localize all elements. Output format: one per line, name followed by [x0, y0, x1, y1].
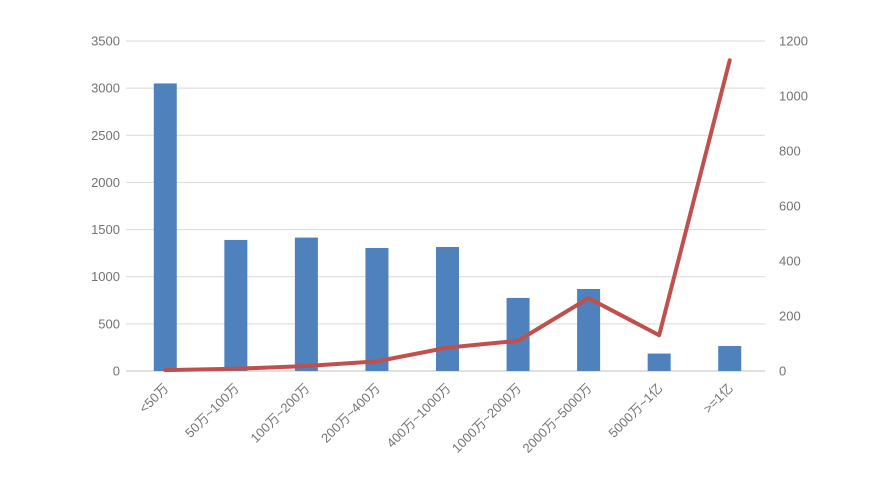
y-axis-left-tick-label: 1500: [91, 222, 120, 237]
x-axis-label: 2000万~5000万: [519, 381, 594, 456]
x-axis-label: 100万~200万: [247, 381, 312, 446]
bar: [577, 288, 601, 371]
bar: [718, 346, 742, 371]
bar: [647, 353, 671, 371]
y-axis-right-tick-label: 600: [779, 199, 801, 214]
y-axis-right-tick-label: 400: [779, 254, 801, 269]
y-axis-left-tick-label: 0: [113, 364, 120, 379]
y-axis-left-tick-label: 500: [98, 316, 120, 331]
x-axis-label: 400万~1000万: [383, 381, 453, 451]
y-axis-left-tick-label: 3500: [91, 34, 120, 49]
x-axis-label: 200万~400万: [318, 381, 383, 446]
bar: [224, 239, 248, 371]
trend-line: [163, 58, 732, 373]
x-axis-label: 1000万~2000万: [449, 381, 524, 456]
y-axis-left-tick-label: 2000: [91, 175, 120, 190]
y-axis-right-tick-label: 1200: [779, 34, 808, 49]
bar: [365, 247, 389, 371]
x-axis-label: <50万: [136, 381, 171, 416]
bar: [153, 83, 177, 371]
x-axis-label: >=1亿: [700, 381, 736, 417]
y-axis-left-tick-label: 2500: [91, 128, 120, 143]
x-axis-label: 50万~100万: [182, 381, 242, 441]
bar: [506, 297, 530, 371]
y-axis-right-tick-label: 200: [779, 309, 801, 324]
y-axis-left-tick-label: 3000: [91, 81, 120, 96]
x-axis-label: 5000万~1亿: [605, 381, 665, 441]
y-axis-right-tick-label: 800: [779, 144, 801, 159]
bar: [294, 237, 318, 371]
y-axis-left-tick-label: 1000: [91, 269, 120, 284]
y-axis-right-tick-label: 0: [779, 364, 786, 379]
bar: [436, 247, 459, 371]
y-axis-right-tick-label: 1000: [779, 89, 808, 104]
